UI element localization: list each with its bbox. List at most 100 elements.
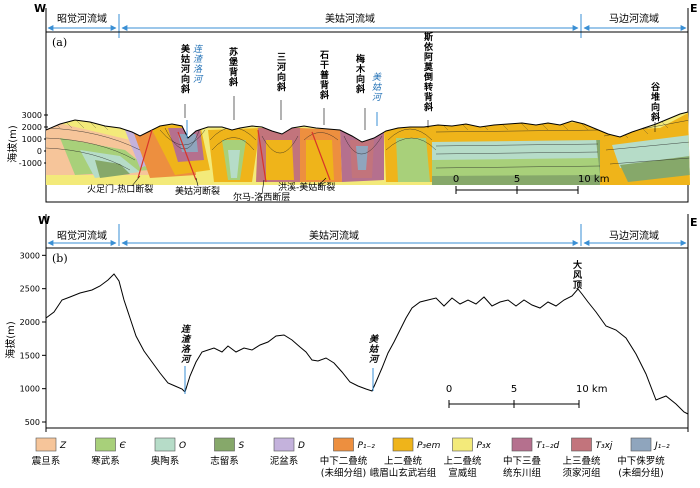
basin-left: 昭觉河流域 [57,12,107,25]
basin-left: 昭觉河流域 [57,229,107,242]
legend-code: T₁₋₂d [536,441,559,451]
legend-name: 震旦系 [32,456,61,467]
structure-label: 斯依阿莫倒转背斜 [423,31,434,113]
scale-label: 10 km [578,174,609,185]
basin-middle: 美姑河流域 [309,229,359,242]
legend-name-2: 宣威组 [448,467,477,479]
panel-b-label: (b) [52,252,68,265]
legend-name: 中下二叠统 [320,455,368,467]
legend-swatch [214,437,235,452]
profile-annotation: 美姑河 [368,334,380,365]
legend-code: Є [120,441,127,451]
legend-code: S [239,441,245,451]
legend-name: 上三叠统 [562,455,601,467]
legend-name: 寒武系 [91,455,120,467]
structure-label: 三河向斜 [276,52,286,93]
legend-code: J₁₋₂ [653,441,670,451]
legend-name-2: 统东川组 [503,467,542,479]
legend-code: D [298,441,305,451]
legend-name: 中下侏罗统 [617,455,665,467]
scale-label: 0 [453,174,459,185]
direction-west: W [38,214,50,227]
legend-swatch [35,437,57,452]
direction-east: E [690,2,698,15]
peak-annotation: 大风顶 [573,259,582,291]
basin-right: 马边河流域 [609,12,659,25]
legend-item: D 泥盆系 [270,437,305,467]
legend-name: 奥陶系 [151,455,180,467]
legend-name-2: 须家河组 [562,467,601,479]
panel-a-scale-bar [455,186,579,194]
panel-a-tick: -1000 [19,159,42,168]
panel-b-tick: 1000 [20,385,40,394]
panel-b-elevation-profile [45,273,689,415]
panel-b-y-title: 海拔(m) [4,321,17,359]
fault-lines [137,129,331,183]
profile-annotation: 连渣洛河 [181,324,192,365]
fault-label: 洪溪-美姑断裂 [278,181,335,193]
legend-code: P₁₋₂ [358,441,376,451]
legend-item: P₁₋₂ 中下二叠统(未细分组) [320,437,376,479]
scale-label: 10 km [576,384,607,395]
legend-name: 泥盆系 [270,455,299,467]
scale-label: 0 [446,384,452,395]
structure-label: 梅木向斜 [355,53,366,95]
panel-b-frame [45,247,689,429]
basin-right: 马边河流域 [609,229,659,242]
panel-b-tick: 2500 [20,285,40,294]
scale-label: 5 [511,384,517,395]
panel-a-y-title: 海拔(m) [6,125,19,163]
legend-swatch [333,437,354,452]
structure-label: 石干普背斜 [319,50,329,101]
legend-item: O 奥陶系 [151,437,186,467]
direction-west: W [34,2,46,15]
panel-a-tick: 2000 [22,123,42,132]
basin-middle: 美姑河流域 [325,12,375,25]
legend-swatch [392,437,414,452]
legend-code: Z [59,441,67,451]
legend-code: O [179,441,186,451]
legend-swatch [571,437,592,452]
scale-label: 5 [514,174,520,185]
legend-swatch [273,437,295,452]
legend-swatch [452,437,473,452]
legend-name-2: (未细分组) [618,467,663,479]
legend-swatch [630,437,652,452]
structure-label: 苏堡背斜 [228,46,238,88]
panel-a-tick: 1000 [22,135,42,144]
fault-label: 美姑河断裂 [175,185,220,197]
structure-label: 美姑河向斜 [180,43,191,95]
legend-code: P₃em [417,441,441,451]
fault-label: 火足门-热口断裂 [87,183,153,195]
structure-label: 美姑河 [372,72,383,103]
panel-b-tick: 2000 [20,318,40,327]
structure-label: 连渣洛河 [193,44,204,85]
legend-swatch [95,437,116,452]
fault-label: 尔马-洛西断层 [233,191,290,203]
legend-item: J₁₋₂ 中下侏罗统(未细分组) [617,437,670,479]
panel-a-tick: 0 [37,147,42,156]
legend-swatch [511,437,533,452]
panel-b-tick: 500 [25,418,40,427]
legend-swatch [154,437,176,452]
legend-name: 上二叠统 [443,455,482,467]
structure-label: 谷堆向斜 [650,81,661,123]
fault-leaders [131,175,327,195]
legend-name: 志留系 [210,455,239,467]
panel-b-tick: 3000 [20,251,40,260]
legend-name: 上二叠统 [384,455,423,467]
legend-code: T₃xj [596,441,613,451]
legend-item: Z 震旦系 [32,437,67,467]
panel-a-tick: 3000 [22,111,42,120]
legend-name: 中下三叠 [503,455,541,467]
legend-name-2: 峨眉山玄武岩组 [370,467,437,479]
panel-a-label: (a) [52,36,67,49]
panel-b-scale-bar [448,400,580,408]
